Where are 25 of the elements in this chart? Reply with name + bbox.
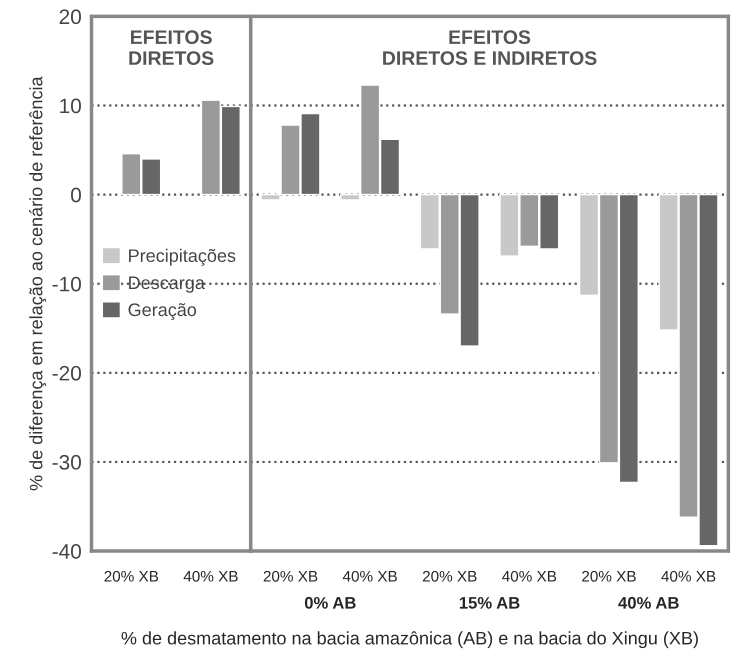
x-tick-label: 40% XB [342,570,397,582]
x-tick-label: 40% XB [661,570,716,582]
x-tick-label: 20% XB [582,570,636,582]
y-tick-label: 10 [60,98,81,114]
y-axis-title: % de diferença em relação ao cenário de referência [28,76,46,490]
legend-label: Precipitações [129,248,236,266]
text: 0% AB [304,596,356,609]
x-tick-label: 40% XB [502,570,556,582]
y-tick-label: -40 [52,544,81,559]
text: 40% AB [618,596,679,609]
x-tick-label: 20% XB [422,570,477,582]
x-tick-label: 40% XB [184,570,238,582]
text: 15% AB [460,596,520,609]
legend-label: Descarga [129,276,205,293]
y-tick-label: -30 [52,454,81,470]
x-tick-label: 20% XB [264,570,318,582]
x-tick-label: 20% XB [104,570,158,582]
annotation: EFEITOS DIRETOS [129,30,214,65]
x-axis-title: % de desmatamento na bacia amazônica (AB) e na bacia do Xingu (XB) [122,631,698,648]
y-tick-label: 0 [71,188,81,202]
annotation: EFEITOS DIRETOS E INDIRETOS [383,30,596,65]
legend-label: Geração [128,303,196,320]
y-tick-label: -20 [52,366,81,381]
y-tick-label: 20 [60,9,81,24]
y-tick-label: -10 [52,276,81,292]
